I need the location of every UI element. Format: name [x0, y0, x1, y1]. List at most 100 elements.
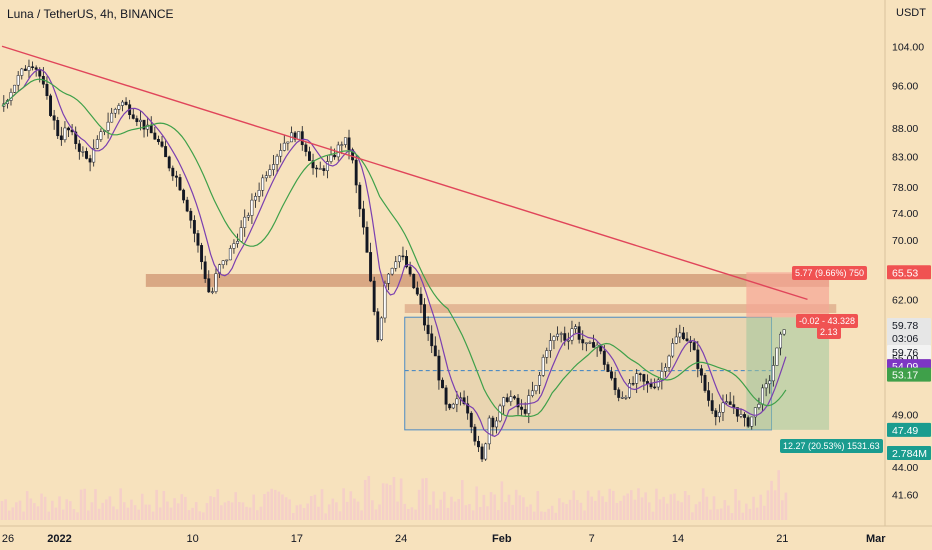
candle-body — [49, 95, 52, 116]
volume-bar — [58, 496, 61, 520]
volume-bar — [482, 494, 486, 520]
candle-body — [88, 158, 92, 163]
volume-bar — [327, 504, 331, 520]
candle-body — [34, 67, 38, 70]
x-tick-label: 2022 — [47, 533, 71, 545]
price-tag — [887, 331, 931, 345]
y-tick-label: 74.00 — [892, 208, 918, 220]
candle-body — [451, 403, 455, 409]
volume-bar — [532, 511, 536, 520]
candle-body — [106, 121, 110, 131]
candle-body — [56, 120, 60, 137]
volume-bar — [122, 502, 126, 520]
candle-body — [117, 105, 121, 110]
volume-bar — [115, 509, 119, 520]
volume-bar — [65, 499, 69, 520]
moving-average-line[interactable] — [1, 78, 787, 417]
candle-body — [574, 326, 577, 330]
y-tick-label: 96.00 — [892, 80, 918, 92]
candle-body — [728, 401, 732, 405]
take-profit-zone[interactable] — [746, 317, 830, 430]
candle-body — [77, 143, 81, 152]
candle-body — [210, 291, 214, 293]
volume-bar — [597, 490, 601, 520]
volume-bar — [680, 502, 683, 520]
candle-body — [415, 287, 419, 295]
resistance-zone[interactable] — [404, 304, 837, 313]
trendline[interactable] — [1, 45, 808, 301]
candle-body — [538, 375, 542, 386]
currency-label[interactable]: USDT — [896, 7, 926, 19]
volume-bar — [342, 488, 345, 520]
volume-bar — [238, 502, 241, 520]
y-tick-label: 49.00 — [892, 410, 918, 422]
volume-bar — [525, 506, 529, 520]
volume-bar — [169, 507, 173, 520]
candle-body — [23, 68, 27, 71]
price-tag — [887, 422, 931, 437]
candle-body — [221, 260, 225, 265]
volume-bar — [727, 505, 730, 520]
candle-body — [124, 101, 128, 105]
candle-body — [613, 377, 617, 391]
volume-bar — [676, 500, 680, 520]
candle-body — [649, 383, 653, 388]
volume-bar — [184, 496, 187, 520]
candle-body — [743, 414, 747, 418]
candle-body — [300, 131, 304, 146]
candle-body — [696, 349, 700, 369]
volume-bar — [407, 508, 410, 520]
candle-body — [167, 156, 171, 169]
candle-body — [563, 333, 567, 341]
volume-bar — [468, 504, 471, 520]
volume-bar — [288, 499, 291, 520]
candle-body — [297, 131, 301, 140]
volume-bar — [317, 506, 320, 520]
candle-body — [372, 280, 376, 312]
volume-bar — [694, 504, 698, 520]
volume-bar — [43, 496, 47, 520]
volume-bar — [417, 489, 421, 520]
volume-bar — [270, 488, 273, 520]
candle-body — [272, 164, 275, 170]
candle-body — [660, 371, 664, 381]
volume-bar — [345, 501, 349, 520]
candle-body — [455, 398, 459, 405]
candle-body — [703, 375, 707, 391]
volume-bar — [97, 508, 101, 520]
volume-bar — [450, 496, 453, 520]
candle-body — [692, 342, 696, 351]
volume-bar — [291, 512, 295, 520]
volume-bar — [647, 502, 651, 520]
candle-body — [160, 141, 164, 147]
candle-body — [735, 407, 739, 417]
candle-body — [556, 333, 560, 337]
candle-body — [379, 317, 383, 340]
volume-bar — [374, 509, 378, 520]
candle-body — [185, 199, 189, 212]
candle-body — [419, 293, 423, 305]
candle-body — [351, 149, 355, 161]
volume-bar — [651, 511, 655, 520]
volume-bar — [414, 509, 417, 520]
candle-body — [200, 245, 204, 263]
candle-body — [45, 83, 49, 96]
candle-body — [620, 397, 624, 399]
volume-bar — [94, 489, 97, 520]
volume-bar — [536, 491, 540, 520]
candle-body — [559, 333, 563, 335]
candle-body — [67, 127, 70, 131]
candle-body — [624, 396, 628, 399]
candle-body — [667, 355, 671, 368]
candle-body — [592, 342, 595, 348]
volume-bar — [425, 478, 428, 520]
resistance-zone[interactable] — [145, 274, 830, 287]
candle-body — [405, 256, 408, 268]
candle-body — [617, 389, 621, 398]
candle-body — [81, 151, 85, 153]
volume-bar — [705, 496, 709, 520]
moving-average-line[interactable] — [1, 69, 787, 438]
candle-body — [516, 397, 520, 408]
